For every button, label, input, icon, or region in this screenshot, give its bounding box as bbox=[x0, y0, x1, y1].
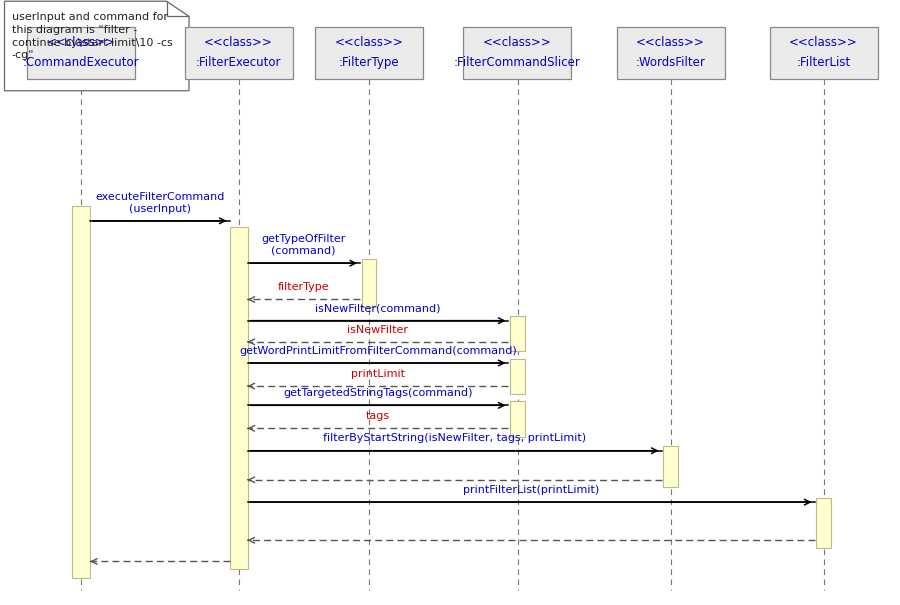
Text: printLimit: printLimit bbox=[351, 368, 405, 379]
Text: <<class>>: <<class>> bbox=[789, 36, 858, 49]
FancyBboxPatch shape bbox=[816, 498, 831, 548]
Text: executeFilterCommand
(userInput): executeFilterCommand (userInput) bbox=[95, 192, 224, 214]
Text: <<class>>: <<class>> bbox=[335, 36, 403, 49]
Text: isNewFilter: isNewFilter bbox=[347, 324, 409, 335]
Text: :FilterType: :FilterType bbox=[338, 56, 400, 68]
Text: :FilterExecutor: :FilterExecutor bbox=[196, 56, 281, 68]
Text: :FilterCommandSlicer: :FilterCommandSlicer bbox=[454, 56, 580, 68]
Text: <<class>>: <<class>> bbox=[47, 36, 115, 49]
Text: getTargetedStringTags(command): getTargetedStringTags(command) bbox=[284, 388, 472, 398]
FancyBboxPatch shape bbox=[362, 259, 376, 307]
Text: :WordsFilter: :WordsFilter bbox=[635, 56, 706, 68]
Text: isNewFilter(command): isNewFilter(command) bbox=[315, 303, 441, 313]
FancyBboxPatch shape bbox=[230, 227, 248, 569]
FancyBboxPatch shape bbox=[510, 401, 525, 437]
FancyBboxPatch shape bbox=[770, 27, 878, 79]
FancyBboxPatch shape bbox=[72, 206, 90, 578]
Text: <<class>>: <<class>> bbox=[204, 36, 273, 49]
FancyBboxPatch shape bbox=[184, 27, 292, 79]
FancyBboxPatch shape bbox=[27, 27, 135, 79]
FancyBboxPatch shape bbox=[510, 316, 525, 351]
Text: userInput and command for
this diagram is "filter -
continue by\start limit\10 -: userInput and command for this diagram i… bbox=[12, 12, 173, 60]
FancyBboxPatch shape bbox=[616, 27, 724, 79]
Text: getTypeOfFilter
(command): getTypeOfFilter (command) bbox=[262, 234, 346, 256]
FancyBboxPatch shape bbox=[464, 27, 572, 79]
Polygon shape bbox=[4, 1, 189, 91]
FancyBboxPatch shape bbox=[663, 446, 678, 487]
Text: printFilterList(printLimit): printFilterList(printLimit) bbox=[463, 485, 599, 495]
Text: :CommandExecutor: :CommandExecutor bbox=[22, 56, 140, 68]
Text: getWordPrintLimitFromFilterCommand(command): getWordPrintLimitFromFilterCommand(comma… bbox=[239, 345, 517, 356]
Text: <<class>>: <<class>> bbox=[483, 36, 552, 49]
Text: <<class>>: <<class>> bbox=[636, 36, 705, 49]
Text: filterByStartString(isNewFilter, tags, printLimit): filterByStartString(isNewFilter, tags, p… bbox=[323, 433, 586, 443]
FancyBboxPatch shape bbox=[510, 359, 525, 394]
Text: filterType: filterType bbox=[278, 282, 329, 292]
Text: tags: tags bbox=[366, 411, 390, 421]
Text: :FilterList: :FilterList bbox=[796, 56, 850, 68]
FancyBboxPatch shape bbox=[315, 27, 423, 79]
